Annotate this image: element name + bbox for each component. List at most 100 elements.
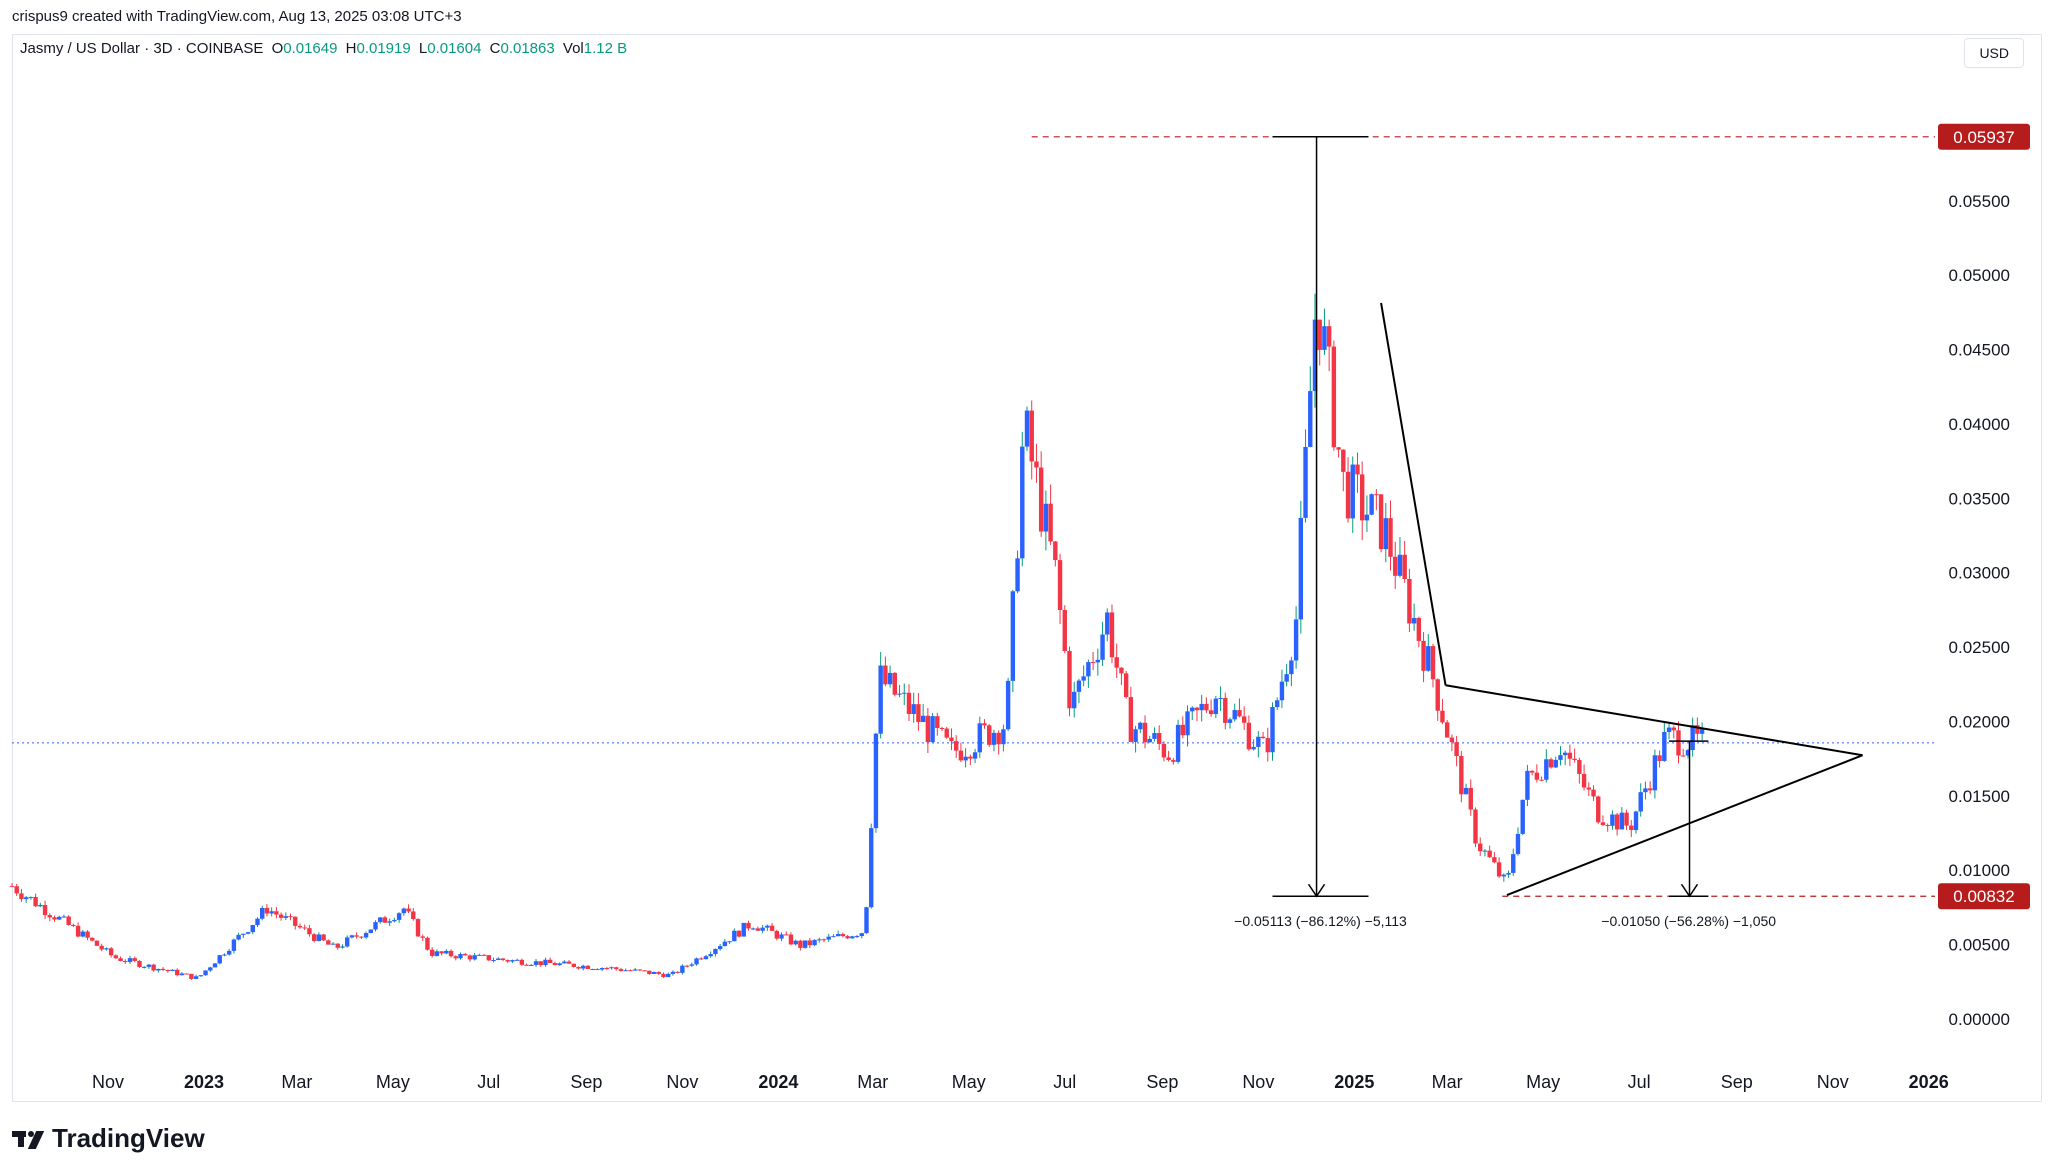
candle-body bbox=[146, 964, 152, 967]
candle-body bbox=[1468, 787, 1473, 810]
candle-body bbox=[151, 964, 156, 971]
currency-button[interactable]: USD bbox=[1964, 38, 2024, 68]
candle-body bbox=[127, 958, 133, 962]
candle-body bbox=[765, 925, 770, 928]
candle-body bbox=[245, 932, 251, 934]
candle-body bbox=[1265, 738, 1270, 753]
candle-body bbox=[576, 966, 581, 969]
tradingview-logo[interactable]: TradingView bbox=[12, 1123, 205, 1154]
candle-body bbox=[684, 965, 690, 967]
candle-body bbox=[1038, 467, 1044, 532]
candle-body bbox=[1699, 728, 1705, 734]
candle-body bbox=[869, 828, 874, 908]
y-tick-label: 0.04500 bbox=[1949, 341, 2010, 360]
candle-body bbox=[628, 970, 633, 972]
y-tick-label: 0.01500 bbox=[1949, 787, 2010, 806]
candle-body bbox=[1553, 759, 1558, 768]
candle-body bbox=[831, 936, 836, 938]
candle-body bbox=[732, 930, 737, 942]
candle-body bbox=[118, 958, 123, 962]
candle-body bbox=[694, 958, 699, 965]
candle-body bbox=[1657, 755, 1662, 761]
candle-body bbox=[255, 918, 260, 926]
candle-body bbox=[1374, 494, 1379, 496]
candle-body bbox=[170, 969, 175, 972]
candle-body bbox=[1326, 326, 1332, 347]
candle-body bbox=[160, 968, 166, 970]
candle-body bbox=[222, 954, 227, 956]
candle-body bbox=[788, 934, 794, 945]
candle-body bbox=[1133, 729, 1138, 742]
candle-body bbox=[1237, 710, 1242, 717]
candle-body bbox=[1303, 446, 1308, 518]
candle-body bbox=[1345, 471, 1351, 519]
candle-body bbox=[212, 963, 218, 968]
candle-body bbox=[1109, 612, 1115, 658]
x-tick-label: Nov bbox=[1242, 1072, 1274, 1092]
candle-body bbox=[1388, 518, 1393, 557]
y-tick-label: 0.00000 bbox=[1949, 1010, 2010, 1029]
pattern-trendline bbox=[1380, 302, 1447, 686]
candle-body bbox=[90, 937, 95, 941]
candle-body bbox=[916, 704, 921, 723]
candle-body bbox=[1501, 874, 1507, 877]
candle-body bbox=[911, 704, 916, 715]
candle-body bbox=[1459, 756, 1464, 795]
candle-body bbox=[368, 929, 373, 934]
candle-body bbox=[1614, 814, 1620, 830]
candle-body bbox=[779, 934, 784, 939]
candle-body bbox=[987, 725, 992, 745]
candle-body bbox=[1298, 517, 1304, 620]
candle-body bbox=[1454, 742, 1459, 757]
candle-body bbox=[703, 956, 709, 960]
candle-body bbox=[543, 959, 548, 966]
candle-body bbox=[382, 917, 388, 923]
candle-body bbox=[434, 951, 440, 956]
candle-body bbox=[1218, 697, 1223, 699]
candle-body bbox=[472, 955, 477, 960]
price-label-text: 0.00832 bbox=[1953, 887, 2014, 906]
candle-body bbox=[481, 954, 487, 956]
candle-body bbox=[1544, 759, 1549, 780]
close-value: 0.01863 bbox=[500, 40, 555, 57]
candle-body bbox=[278, 914, 284, 918]
candle-body bbox=[1572, 758, 1577, 761]
candle-body bbox=[562, 961, 567, 964]
candle-body bbox=[793, 940, 798, 945]
candle-body bbox=[75, 925, 81, 937]
candle-body bbox=[1095, 659, 1101, 663]
x-tick-label: Sep bbox=[1146, 1072, 1178, 1092]
candle-body bbox=[972, 752, 978, 759]
candle-body bbox=[1690, 725, 1695, 751]
candle-body bbox=[1685, 750, 1691, 756]
candle-body bbox=[1681, 755, 1686, 757]
candle-body bbox=[321, 934, 326, 941]
candle-body bbox=[330, 943, 336, 945]
candle-body bbox=[453, 956, 458, 959]
chart-pane[interactable] bbox=[12, 34, 2042, 1102]
candle-body bbox=[1341, 449, 1346, 472]
candle-body bbox=[175, 969, 180, 976]
candle-body bbox=[439, 951, 444, 954]
price-label-badge bbox=[1938, 883, 2030, 910]
candle-body bbox=[1293, 619, 1299, 661]
candle-body bbox=[396, 913, 402, 920]
candle-body bbox=[108, 948, 114, 956]
candle-body bbox=[1317, 319, 1322, 350]
candle-body bbox=[623, 970, 628, 972]
y-tick-label: 0.03500 bbox=[1949, 489, 2010, 508]
candle-body bbox=[1624, 812, 1629, 826]
candle-body bbox=[774, 930, 779, 939]
x-tick-label: Sep bbox=[1721, 1072, 1753, 1092]
x-tick-label: 2026 bbox=[1909, 1072, 1949, 1092]
candle-body bbox=[1034, 461, 1039, 468]
candle-body bbox=[1289, 660, 1294, 675]
candle-body bbox=[873, 733, 879, 829]
candle-body bbox=[1081, 676, 1086, 681]
candle-body bbox=[746, 922, 751, 929]
candle-body bbox=[812, 939, 817, 946]
candle-body bbox=[1610, 814, 1615, 826]
candle-body bbox=[1251, 746, 1256, 750]
candle-body bbox=[1515, 833, 1521, 855]
